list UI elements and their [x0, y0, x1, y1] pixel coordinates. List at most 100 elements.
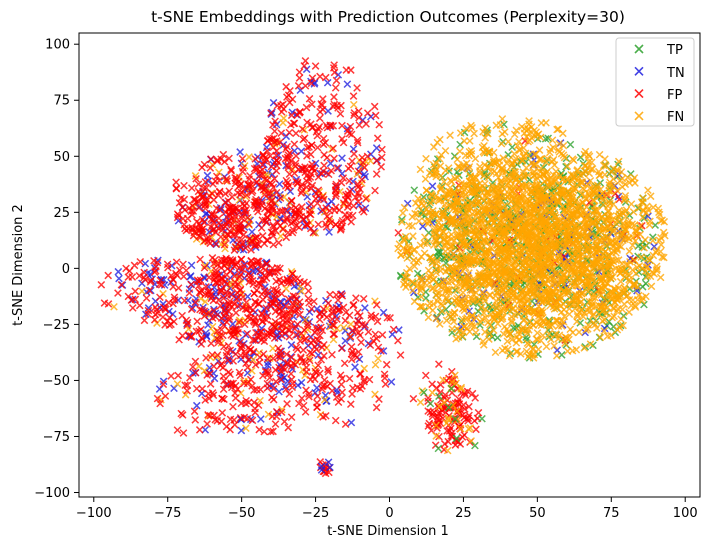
point-fn [256, 396, 264, 405]
point-tn [326, 159, 335, 168]
point-fp [267, 427, 275, 436]
point-fp [287, 413, 296, 422]
point-fp [371, 186, 379, 195]
point-fp [269, 221, 277, 230]
point-fn [242, 424, 250, 433]
point-fp [293, 320, 302, 329]
point-fp [394, 336, 402, 345]
point-fp [170, 293, 179, 302]
point-fp [189, 363, 197, 371]
point-fp [338, 216, 347, 225]
point-tn [372, 144, 381, 152]
point-tn [144, 304, 153, 312]
point-fn [212, 353, 221, 361]
point-tn [334, 164, 343, 172]
point-tn [325, 228, 333, 236]
point-fp [211, 266, 220, 275]
point-fn [297, 287, 306, 296]
point-fp [330, 93, 338, 101]
point-fp [243, 329, 252, 338]
point-fp [241, 244, 250, 252]
point-fn [346, 320, 355, 329]
point-fp [313, 199, 322, 208]
point-fp [324, 367, 333, 376]
point-tn [387, 378, 396, 386]
point-tn [115, 274, 123, 283]
point-fp [375, 395, 383, 403]
point-fp [202, 184, 211, 192]
point-fp [190, 407, 199, 416]
point-fp [358, 153, 366, 162]
point-fn [374, 354, 382, 363]
point-fn [349, 100, 358, 109]
point-fp [359, 295, 368, 303]
point-fn [138, 287, 146, 296]
point-tn [216, 205, 225, 214]
point-tn [327, 197, 336, 206]
point-fn [320, 395, 329, 404]
point-tn [147, 286, 155, 295]
point-fp [353, 84, 361, 92]
point-fn [200, 366, 209, 375]
point-tn [313, 384, 321, 392]
point-tn [338, 154, 346, 162]
point-tn [290, 147, 299, 155]
point-fp [185, 289, 194, 297]
point-fp [210, 362, 218, 371]
point-tn [159, 377, 168, 386]
point-fp [238, 211, 247, 220]
point-fn [245, 153, 253, 161]
point-fp [269, 223, 278, 231]
point-fp [285, 128, 294, 137]
point-fp [104, 271, 113, 280]
point-tn [236, 148, 244, 156]
point-tn [205, 363, 214, 372]
point-tn [192, 401, 201, 410]
point-fp [349, 92, 358, 100]
point-fp [282, 385, 290, 394]
point-tn [141, 259, 150, 268]
point-tn [361, 304, 369, 312]
point-fp [352, 325, 361, 333]
point-fp [353, 308, 362, 317]
point-fn [110, 302, 118, 311]
point-fn [339, 323, 348, 332]
point-tn [334, 70, 343, 79]
point-fn [371, 297, 379, 306]
point-tn [280, 302, 288, 310]
point-fp [318, 206, 327, 214]
point-tn [343, 80, 352, 89]
point-fp [284, 295, 293, 303]
point-fp [174, 284, 183, 292]
point-tn [274, 151, 283, 160]
point-tn [275, 387, 283, 396]
point-tn [281, 382, 290, 391]
point-fp [348, 390, 356, 398]
point-fn [181, 390, 190, 399]
point-fp [220, 240, 229, 249]
point-tn [347, 418, 356, 427]
point-fp [328, 350, 336, 359]
point-fp [240, 185, 249, 193]
point-fn [215, 168, 223, 177]
point-fp [372, 403, 381, 412]
point-fp [225, 154, 233, 163]
point-fp [206, 164, 215, 172]
point-tn [189, 369, 197, 377]
point-tn [263, 361, 272, 370]
point-fn [264, 410, 273, 419]
point-fn [298, 366, 307, 374]
point-tn [360, 170, 369, 179]
point-fn [153, 319, 161, 327]
point-tn [240, 260, 249, 269]
point-fp [227, 167, 236, 175]
point-fp [285, 390, 294, 398]
point-fn [173, 380, 182, 388]
point-fp [187, 184, 196, 192]
point-fp [321, 73, 330, 82]
point-fn [201, 297, 210, 306]
point-tn [379, 308, 388, 317]
point-fn [201, 261, 209, 270]
point-fp [182, 266, 191, 275]
